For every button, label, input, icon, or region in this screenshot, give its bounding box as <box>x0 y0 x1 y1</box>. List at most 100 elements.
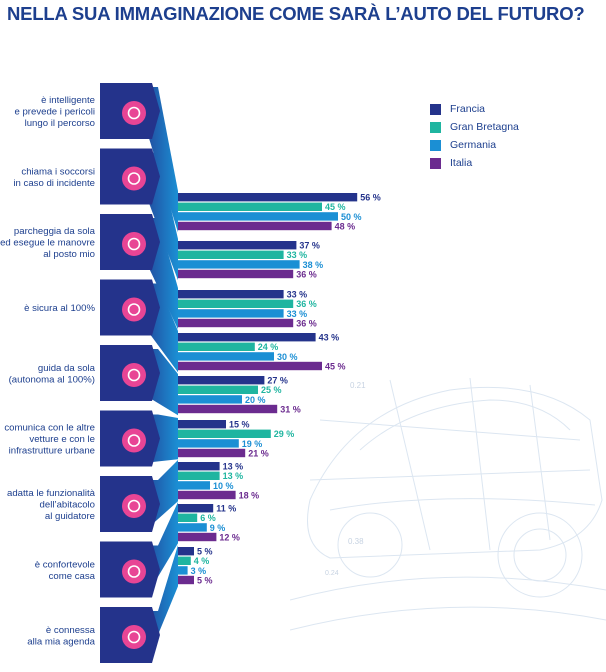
category-label: chiama i soccorsi in caso di incidente <box>13 166 95 189</box>
category-label-line: dell’abitacolo <box>40 500 95 511</box>
value-label: 24 % <box>258 342 279 352</box>
value-label: 21 % <box>248 448 269 458</box>
value-label: 4 % <box>194 556 210 566</box>
legend-label: Italia <box>450 157 473 169</box>
car-wireframe-background: 0.21 0.38 0.24 <box>290 377 606 631</box>
background-number: 0.21 <box>350 381 366 390</box>
bar <box>178 481 210 490</box>
category-label: adatta le funzionalità dell’abitacolo al g… <box>7 488 96 522</box>
bar <box>178 385 258 394</box>
bar <box>178 309 284 318</box>
icon-glyph <box>127 499 141 513</box>
bar <box>178 299 294 308</box>
value-label: 3 % <box>191 566 207 576</box>
value-label: 37 % <box>299 241 320 251</box>
value-label: 50 % <box>341 212 362 222</box>
category-label: è connessa alla mia agenda <box>27 625 95 648</box>
category-label-line: è connessa <box>46 625 96 636</box>
value-label: 48 % <box>335 221 356 231</box>
siren-icon <box>122 101 146 125</box>
bar <box>178 395 242 404</box>
bar <box>178 269 294 279</box>
bar <box>178 404 278 414</box>
calendar-icon <box>122 625 146 649</box>
bar <box>178 241 297 250</box>
bar <box>178 342 255 351</box>
value-label: 19 % <box>242 439 263 449</box>
icon-glyph <box>127 630 141 644</box>
legend-label: Francia <box>450 103 486 115</box>
value-label: 13 % <box>223 462 244 472</box>
value-label: 18 % <box>239 490 260 500</box>
chart-title: NELLA SUA IMMAGINAZIONE COME SARÀ L’AUTO… <box>7 3 585 24</box>
lock-icon <box>122 297 146 322</box>
icon-glyph <box>127 368 141 382</box>
armchair-icon <box>122 559 146 584</box>
bar <box>178 221 332 231</box>
value-label: 27 % <box>267 376 288 386</box>
bar <box>178 556 191 565</box>
value-label: 10 % <box>213 481 234 491</box>
bar <box>178 352 274 361</box>
value-label: 30 % <box>277 352 298 362</box>
value-label: 36 % <box>296 318 317 328</box>
category-label-line: guida da sola <box>38 363 96 374</box>
signal-icon <box>122 428 146 453</box>
legend-swatch <box>430 139 441 151</box>
bar <box>178 575 194 585</box>
icon-glyph <box>127 106 141 120</box>
value-label: 25 % <box>261 385 282 395</box>
value-label: 5 % <box>197 547 213 557</box>
bar <box>178 448 246 458</box>
value-label: 11 % <box>216 504 236 514</box>
value-label: 5 % <box>197 575 213 585</box>
category-label-line: comunica con le altre <box>4 423 95 434</box>
value-label: 15 % <box>229 420 250 430</box>
bar <box>178 490 236 500</box>
category-label: è sicura al 100% <box>24 303 95 314</box>
category-label-line: al posto mio <box>43 249 95 260</box>
icon-glyph <box>127 237 141 251</box>
bar <box>178 513 198 522</box>
bar <box>178 532 217 542</box>
value-label: 56 % <box>360 193 381 203</box>
legend-item-italia: Italia <box>430 154 519 172</box>
bar <box>178 212 338 221</box>
bar <box>178 333 316 342</box>
parking-car-icon <box>122 232 146 256</box>
category-label-line: vetture e con le <box>29 434 95 445</box>
value-label: 45 % <box>325 361 346 371</box>
legend-swatch <box>430 157 441 169</box>
category-label-line: come casa <box>49 571 96 582</box>
bar <box>178 318 294 328</box>
value-label: 36 % <box>296 299 317 309</box>
value-label: 31 % <box>280 404 301 414</box>
value-label: 33 % <box>287 309 308 319</box>
bar <box>178 429 271 438</box>
driver-icon <box>122 494 146 518</box>
bar <box>178 547 194 556</box>
category-label-line: e prevede i pericoli <box>14 107 95 118</box>
icon-glyph <box>127 434 141 447</box>
steering-wheel-icon <box>122 363 146 387</box>
category-label-line: parcheggia da sola <box>14 226 96 237</box>
category-label-line: è confortevole <box>35 559 95 570</box>
value-label: 33 % <box>287 290 308 300</box>
category-label-line: alla mia agenda <box>27 636 95 647</box>
icon-glyph <box>127 303 141 316</box>
legend-item-francia: Francia <box>430 100 519 118</box>
legend-item-germania: Germania <box>430 136 519 154</box>
icon-glyph <box>127 565 141 578</box>
category-label: guida da sola (autonoma al 100%) <box>9 363 96 386</box>
category-label-line: adatta le funzionalità <box>7 488 96 499</box>
bar <box>178 193 358 202</box>
value-label: 36 % <box>296 269 317 279</box>
bar <box>178 462 220 471</box>
value-label: 43 % <box>319 333 340 343</box>
category-label-line: (autonoma al 100%) <box>9 374 95 385</box>
value-label: 38 % <box>303 260 324 270</box>
phone-call-icon <box>122 166 146 191</box>
value-label: 20 % <box>245 395 266 405</box>
category-label-line: ed esegue le manovre <box>0 238 95 249</box>
